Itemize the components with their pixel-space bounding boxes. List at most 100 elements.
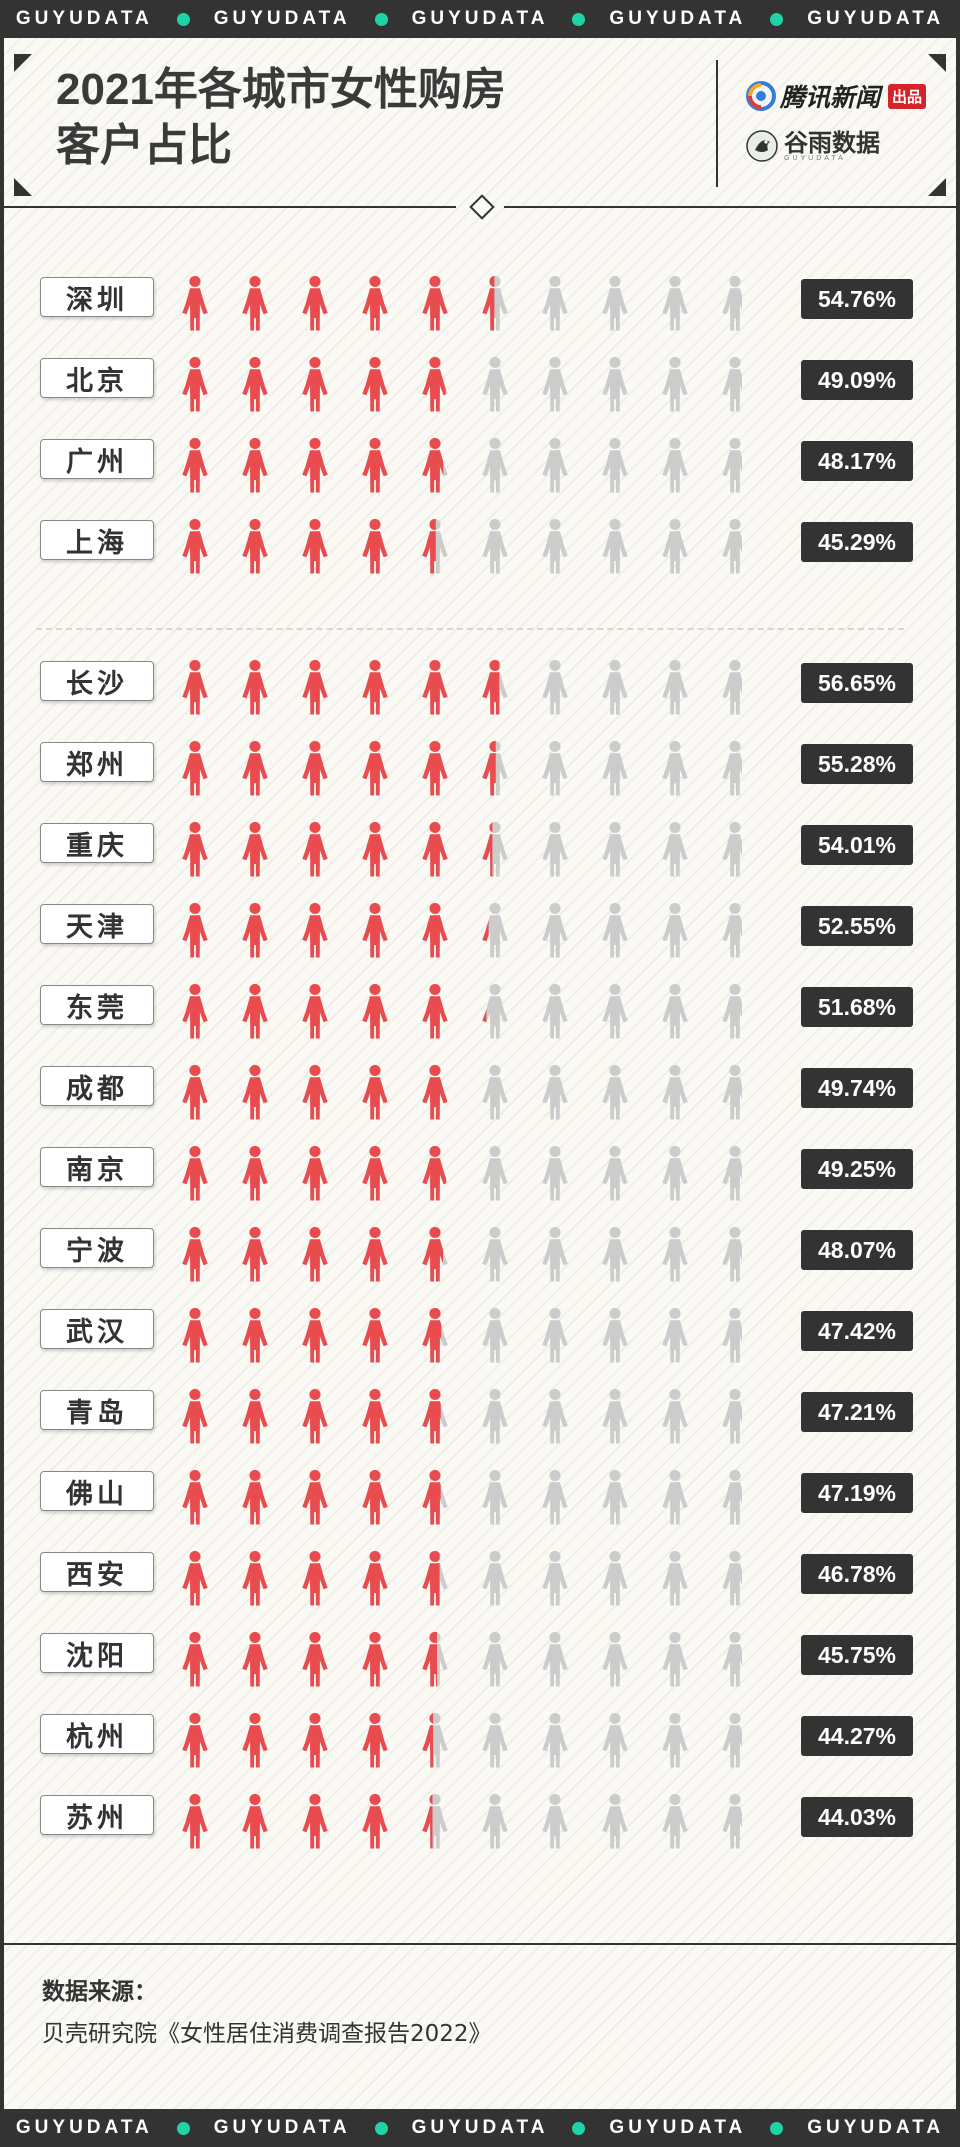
female-icon (602, 356, 628, 412)
city-label: 上海 (40, 520, 154, 560)
city-label: 广州 (40, 439, 154, 479)
female-icon-row (182, 1631, 742, 1687)
band-dot (770, 2121, 784, 2135)
female-icon (182, 275, 208, 331)
guyu-data-sub: GUYUDATA (784, 154, 846, 162)
female-icon (542, 1550, 568, 1606)
city-row: 天津 52.55% (0, 895, 960, 958)
female-icon (302, 1550, 328, 1606)
female-icon (662, 1469, 688, 1525)
female-icon (422, 659, 448, 715)
percentage-label: 46.78% (801, 1554, 913, 1594)
female-icon-partial-fill (482, 275, 495, 331)
city-label: 深圳 (40, 277, 154, 317)
female-icon (542, 1307, 568, 1363)
female-icon (662, 275, 688, 331)
female-icon (362, 1550, 388, 1606)
band-dot (572, 12, 586, 26)
header-rule-left (4, 206, 456, 208)
city-label: 南京 (40, 1147, 154, 1187)
female-icon (182, 983, 208, 1039)
percentage-label: 47.19% (801, 1473, 913, 1513)
city-row: 郑州 55.28% (0, 733, 960, 796)
female-icon (302, 1631, 328, 1687)
female-icon-partial-fill (422, 1713, 434, 1768)
female-icon (362, 740, 388, 796)
female-icon (422, 356, 448, 412)
frame-right (956, 38, 960, 2109)
source-text: 贝壳研究院《女性居住消费调查报告2022》 (42, 2021, 492, 2047)
city-row: 西安 46.78% (0, 1543, 960, 1606)
guyu-data-logo: 谷雨数据 GUYUDATA (746, 130, 880, 162)
female-icon (662, 356, 688, 412)
city-row: 苏州 44.03% (0, 1786, 960, 1849)
female-icon (482, 1469, 508, 1525)
female-icon (602, 518, 628, 574)
female-icon (722, 902, 742, 958)
female-icon-row (182, 1226, 742, 1282)
female-icon (422, 1793, 448, 1849)
city-row: 沈阳 45.75% (0, 1624, 960, 1687)
female-icon (722, 1469, 742, 1525)
percentage-label: 49.09% (801, 360, 913, 400)
female-icon (662, 437, 688, 493)
city-row: 广州 48.17% (0, 430, 960, 493)
female-icon (542, 983, 568, 1039)
female-icon (182, 1631, 208, 1687)
female-icon (722, 518, 742, 574)
female-icon (542, 1388, 568, 1444)
band-dot (374, 12, 388, 26)
band-text: GUYUDATA (807, 8, 945, 29)
city-label: 佛山 (40, 1471, 154, 1511)
female-icon (362, 1469, 388, 1525)
female-icon (602, 1550, 628, 1606)
percentage-label: 55.28% (801, 744, 913, 784)
female-icon (302, 740, 328, 796)
female-icon (722, 437, 742, 493)
female-icon (602, 1145, 628, 1201)
female-icon (542, 1712, 568, 1768)
city-label: 杭州 (40, 1714, 154, 1754)
city-label: 东莞 (40, 985, 154, 1025)
band-text: GUYUDATA (807, 2117, 945, 2138)
header-rule-right (504, 206, 956, 208)
city-label: 长沙 (40, 661, 154, 701)
percentage-label: 48.17% (801, 441, 913, 481)
female-icon (302, 902, 328, 958)
city-row: 长沙 56.65% (0, 652, 960, 715)
female-icon (422, 1307, 448, 1363)
female-icon (602, 437, 628, 493)
female-icon (662, 1145, 688, 1201)
female-icon (242, 518, 268, 574)
female-icon (302, 1064, 328, 1120)
female-icon (662, 1550, 688, 1606)
female-icon (242, 1226, 268, 1282)
female-icon (422, 1631, 448, 1687)
city-row: 杭州 44.27% (0, 1705, 960, 1768)
female-icon (182, 1388, 208, 1444)
female-icon (482, 1226, 508, 1282)
female-icon-partial-fill (422, 1550, 440, 1606)
band-text: GUYUDATA (609, 2117, 747, 2138)
female-icon (242, 1469, 268, 1525)
percentage-label: 56.65% (801, 663, 913, 703)
percentage-label: 47.21% (801, 1392, 913, 1432)
female-icon (482, 821, 508, 877)
female-icon (362, 356, 388, 412)
female-icon (362, 983, 388, 1039)
tencent-news-icon (746, 81, 776, 111)
female-icon (362, 1388, 388, 1444)
band-text: GUYUDATA (411, 2117, 549, 2138)
female-icon (422, 1388, 448, 1444)
female-icon (242, 659, 268, 715)
city-label: 西安 (40, 1552, 154, 1592)
female-icon (482, 740, 508, 796)
page-title: 2021年各城市女性购房 客户占比 (56, 62, 506, 174)
female-icon (302, 659, 328, 715)
female-icon-partial-fill (422, 437, 444, 493)
female-icon (182, 1793, 208, 1849)
female-icon (602, 659, 628, 715)
female-icon (662, 659, 688, 715)
female-icon (722, 1226, 742, 1282)
